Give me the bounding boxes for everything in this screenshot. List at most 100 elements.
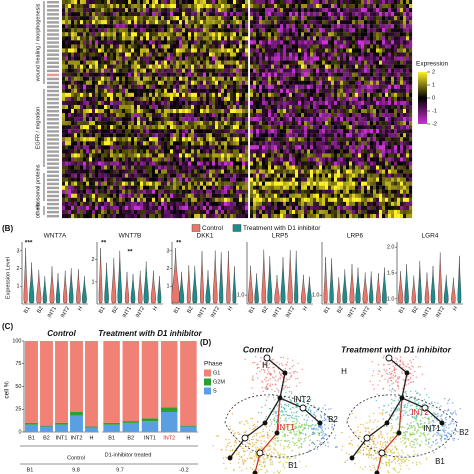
heatmap-cell <box>137 32 141 37</box>
heatmap-cell <box>334 28 338 33</box>
heatmap-cell <box>283 141 287 146</box>
heatmap-cell <box>242 56 246 61</box>
heatmap-cell <box>283 80 287 85</box>
heatmap-cell <box>218 28 222 33</box>
heatmap-cell <box>340 96 344 102</box>
heatmap-cell <box>280 24 284 29</box>
heatmap-cell <box>301 68 305 73</box>
heatmap-cell <box>388 0 392 5</box>
heatmap-cell <box>215 84 219 89</box>
heatmap-cell <box>86 169 90 174</box>
heatmap-cell <box>319 153 323 158</box>
heatmap-cell <box>370 88 374 93</box>
heatmap-cell <box>250 60 254 65</box>
heatmap-cell <box>143 12 147 17</box>
heatmap-cell <box>310 104 314 110</box>
heatmap-cell <box>325 76 329 81</box>
heatmap-cell <box>107 137 111 142</box>
heatmap-cell <box>242 153 246 158</box>
heatmap-cell <box>194 0 198 5</box>
heatmap-cell <box>361 117 365 122</box>
heatmap-cell <box>221 12 225 17</box>
heatmap-cell <box>83 165 87 170</box>
heatmap-cell <box>104 153 108 158</box>
heatmap-cell <box>316 92 320 97</box>
heatmap-cell <box>71 96 75 102</box>
heatmap-cell <box>385 96 389 102</box>
heatmap-cell <box>310 80 314 85</box>
heatmap-cell <box>77 44 81 49</box>
heatmap-cell <box>230 36 234 41</box>
heatmap-cell <box>319 165 323 170</box>
heatmap-cell <box>352 117 356 122</box>
heatmap-cell <box>71 56 75 61</box>
heatmap-cell <box>128 72 132 77</box>
heatmap-cell <box>95 169 99 174</box>
heatmap-cell <box>149 68 153 73</box>
heatmap-cell <box>355 109 359 114</box>
heatmap-cell <box>146 125 150 130</box>
heatmap-cell <box>397 141 401 146</box>
heatmap-cell <box>400 92 404 97</box>
heatmap-cell <box>104 20 108 25</box>
heatmap-cell <box>346 129 350 134</box>
heatmap-cell <box>188 4 192 9</box>
heatmap-cell <box>203 169 207 174</box>
heatmap-cell <box>212 96 216 102</box>
heatmap-cell <box>373 76 377 81</box>
heatmap-cell <box>250 76 254 81</box>
heatmap-cell <box>200 52 204 57</box>
heatmap-cell <box>289 52 293 57</box>
heatmap-cell <box>307 117 311 122</box>
heatmap-cell <box>83 88 87 93</box>
heatmap-cell <box>358 64 362 69</box>
heatmap-cell <box>289 40 293 45</box>
heatmap-cell <box>262 80 266 85</box>
heatmap-cell <box>233 20 237 25</box>
heatmap-cell <box>286 113 290 118</box>
heatmap-cell <box>334 96 338 102</box>
heatmap-cell <box>343 161 347 166</box>
heatmap-cell <box>170 8 174 13</box>
heatmap-cell <box>286 32 290 37</box>
heatmap-cell <box>385 169 389 174</box>
heatmap-cell <box>158 4 162 9</box>
heatmap-cell <box>409 68 413 73</box>
heatmap-cell <box>230 64 234 69</box>
heatmap-cell <box>397 4 401 9</box>
heatmap-cell <box>242 104 246 110</box>
heatmap-cell <box>116 100 120 106</box>
heatmap-cell <box>221 109 225 114</box>
heatmap-cell <box>101 153 105 158</box>
heatmap-cell <box>376 52 380 57</box>
heatmap-cell <box>215 137 219 142</box>
heatmap-cell <box>298 64 302 69</box>
heatmap-cell <box>167 104 171 110</box>
heatmap-cell <box>122 64 126 69</box>
heatmap-cell <box>212 8 216 13</box>
heatmap-cell <box>379 68 383 73</box>
heatmap-cell <box>155 36 159 41</box>
heatmap-cell <box>80 133 84 138</box>
heatmap-cell <box>268 92 272 97</box>
heatmap-cell <box>373 149 377 154</box>
heatmap-cell <box>391 28 395 33</box>
heatmap-cell <box>173 4 177 9</box>
heatmap-cell <box>89 173 93 178</box>
heatmap-cell <box>280 36 284 41</box>
heatmap-cell <box>409 72 413 77</box>
heatmap-cell <box>262 56 266 61</box>
heatmap-cell <box>161 100 165 106</box>
heatmap-cell <box>167 68 171 73</box>
heatmap-cell <box>239 12 243 17</box>
heatmap-cell <box>179 28 183 33</box>
heatmap-cell <box>173 20 177 25</box>
heatmap-cell <box>89 137 93 142</box>
heatmap-cell <box>337 169 341 174</box>
heatmap-cell <box>62 0 66 5</box>
heatmap-cell <box>65 72 69 77</box>
heatmap-cell <box>95 44 99 49</box>
heatmap-cell <box>203 40 207 45</box>
heatmap-cell <box>242 12 246 17</box>
heatmap-cell <box>406 44 410 49</box>
